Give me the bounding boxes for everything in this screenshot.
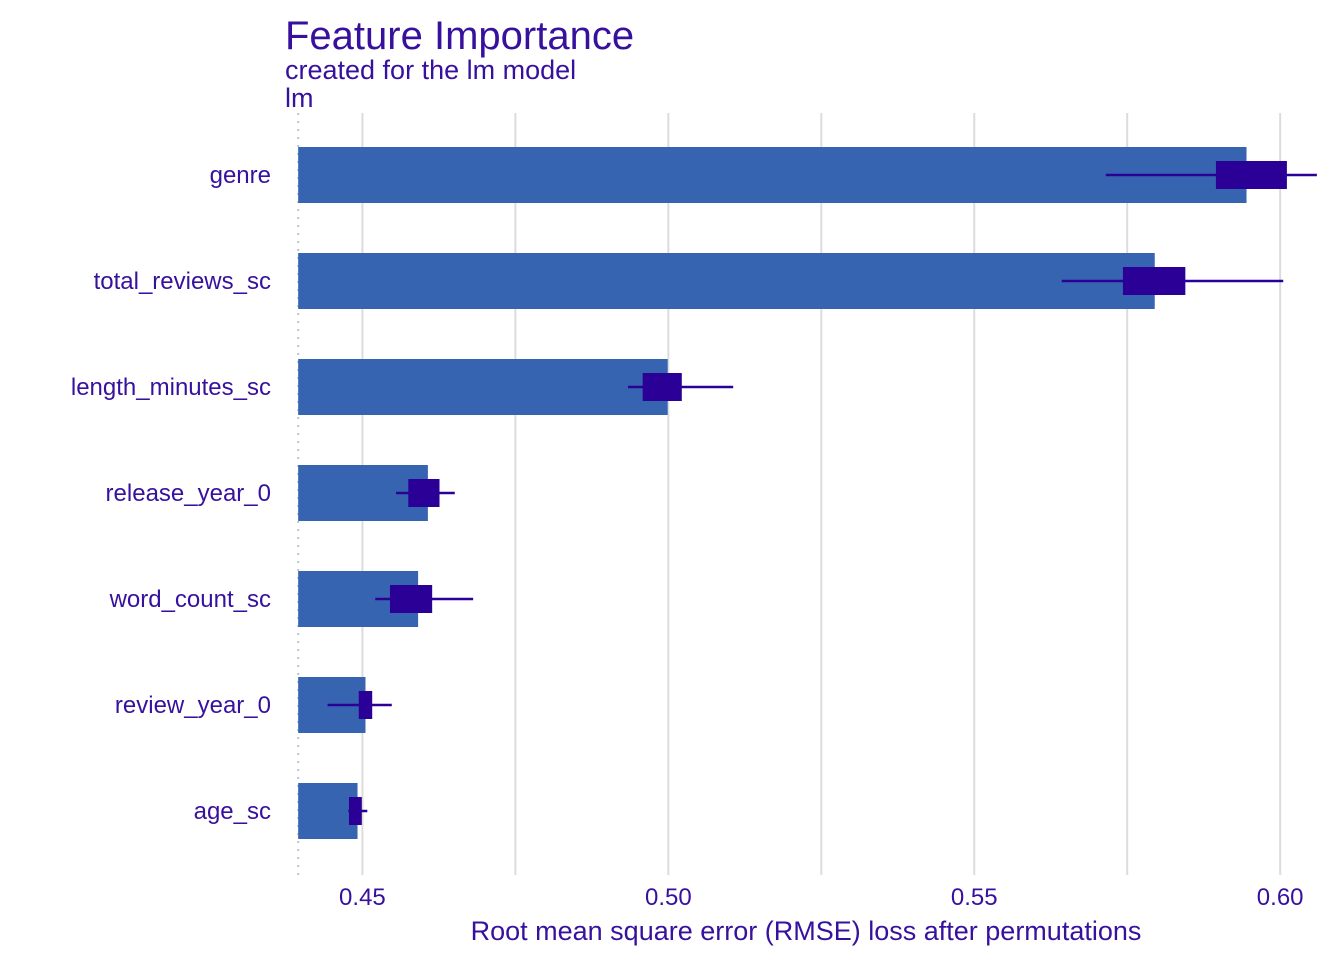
box bbox=[348, 797, 362, 825]
box bbox=[408, 479, 440, 507]
box bbox=[1215, 161, 1287, 189]
box bbox=[358, 691, 373, 719]
bar bbox=[298, 783, 358, 839]
x-tick-label: 0.60 bbox=[1257, 884, 1304, 911]
x-tick-label: 0.55 bbox=[951, 884, 998, 911]
box bbox=[1122, 267, 1186, 295]
y-tick-label: age_sc bbox=[194, 798, 271, 825]
chart-subtitle: created for the lm model bbox=[285, 55, 576, 85]
panel-label: lm bbox=[285, 83, 314, 113]
y-tick-label: release_year_0 bbox=[106, 480, 271, 507]
y-tick-label: total_reviews_sc bbox=[94, 268, 271, 295]
box bbox=[642, 373, 682, 401]
x-axis-labels: 0.45 0.50 0.55 0.60 bbox=[339, 884, 1303, 911]
box bbox=[389, 585, 433, 613]
bar bbox=[298, 359, 668, 415]
bar bbox=[298, 147, 1247, 203]
x-tick-label: 0.45 bbox=[339, 884, 386, 911]
chart-title: Feature Importance bbox=[285, 14, 634, 58]
x-tick-label: 0.50 bbox=[645, 884, 692, 911]
y-tick-label: review_year_0 bbox=[115, 692, 271, 719]
y-tick-label: length_minutes_sc bbox=[71, 374, 271, 401]
boxplots bbox=[327, 161, 1317, 825]
bar bbox=[298, 253, 1155, 309]
bars bbox=[298, 147, 1247, 839]
x-axis-title: Root mean square error (RMSE) loss after… bbox=[471, 916, 1142, 946]
y-axis-labels: genre total_reviews_sc length_minutes_scre… bbox=[71, 162, 271, 825]
y-tick-label: word_count_sc bbox=[109, 586, 271, 613]
y-tick-label: genre bbox=[210, 162, 271, 189]
grid-lines bbox=[297, 113, 1282, 875]
